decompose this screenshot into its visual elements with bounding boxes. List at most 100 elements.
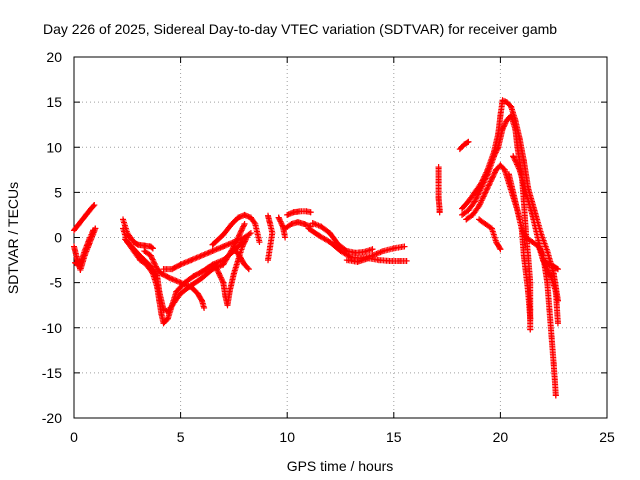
data-point	[501, 166, 508, 173]
series-track-r	[343, 255, 410, 265]
data-point	[465, 138, 472, 145]
series-track-h	[160, 229, 254, 273]
data-point	[493, 166, 500, 173]
data-point	[247, 229, 254, 236]
data-point	[380, 248, 387, 255]
data-point	[386, 257, 393, 264]
data-point	[198, 268, 205, 275]
data-point	[201, 304, 208, 311]
data-point	[209, 248, 216, 255]
data-point	[198, 297, 205, 304]
data-point	[239, 243, 246, 250]
data-point	[301, 220, 308, 227]
marker-trace	[476, 216, 504, 253]
marker-trace	[120, 225, 246, 327]
series-track-z	[510, 153, 561, 327]
data-point	[296, 208, 303, 215]
data-point	[209, 241, 216, 248]
data-point	[326, 239, 333, 246]
data-point	[435, 179, 442, 186]
series-track-n	[284, 208, 314, 218]
data-marks	[71, 97, 561, 399]
data-point	[166, 275, 173, 282]
data-point	[305, 225, 312, 232]
data-point	[520, 252, 527, 259]
data-point	[267, 243, 274, 250]
data-point	[497, 246, 504, 253]
x-tick-label: 20	[493, 429, 509, 445]
data-point	[497, 112, 504, 119]
data-point	[147, 263, 154, 270]
series-track-g	[141, 248, 208, 311]
y-tick-label: -10	[42, 320, 62, 336]
data-point	[375, 257, 382, 264]
data-point	[241, 220, 248, 227]
y-tick-label: -15	[42, 365, 62, 381]
data-point	[215, 270, 222, 277]
data-point	[164, 315, 171, 322]
data-point	[548, 275, 555, 282]
data-point	[476, 216, 483, 223]
data-point	[503, 99, 510, 106]
data-point	[177, 290, 184, 297]
y-tick-label: 20	[46, 49, 62, 65]
marker-trace	[510, 153, 561, 327]
data-point	[141, 257, 148, 264]
data-point	[436, 209, 443, 216]
series-track-i	[211, 234, 250, 309]
data-point	[134, 250, 141, 257]
data-point	[522, 234, 529, 241]
data-point	[512, 126, 519, 133]
data-point	[241, 211, 248, 218]
data-point	[224, 302, 231, 309]
data-point	[535, 243, 542, 250]
data-point	[154, 272, 161, 279]
data-point	[294, 219, 301, 226]
data-point	[499, 97, 506, 104]
data-point	[88, 205, 95, 212]
series-track-x	[476, 216, 504, 253]
data-point	[75, 261, 82, 268]
data-point	[220, 243, 227, 250]
series-track-a	[71, 202, 98, 234]
data-point	[522, 189, 529, 196]
data-point	[220, 261, 227, 268]
data-point	[476, 202, 483, 209]
data-point	[303, 208, 310, 215]
data-point	[508, 103, 515, 110]
data-point	[160, 320, 167, 327]
x-tick-label: 10	[279, 429, 295, 445]
data-point	[265, 257, 272, 264]
data-point	[354, 258, 361, 265]
data-point	[544, 266, 551, 273]
grid	[74, 57, 607, 418]
data-point	[288, 220, 295, 227]
data-point	[235, 214, 242, 221]
data-point	[171, 299, 178, 306]
data-point	[78, 257, 85, 264]
data-point	[316, 232, 323, 239]
data-point	[529, 211, 536, 218]
data-point	[282, 234, 289, 241]
data-point	[269, 229, 276, 236]
data-point	[154, 266, 161, 273]
data-point	[247, 214, 254, 221]
data-point	[282, 225, 289, 232]
data-point	[505, 171, 512, 178]
data-point	[493, 239, 500, 246]
x-tick-label: 25	[599, 429, 615, 445]
marker-trace	[305, 225, 408, 262]
data-point	[71, 227, 77, 234]
data-point	[177, 261, 184, 268]
data-point	[527, 315, 534, 322]
data-point	[459, 205, 466, 212]
data-point	[482, 189, 489, 196]
data-point	[318, 223, 325, 230]
data-point	[550, 360, 557, 367]
data-point	[525, 288, 532, 295]
data-point	[141, 248, 148, 255]
data-point	[122, 236, 129, 243]
data-point	[130, 239, 137, 246]
series-track-aa	[535, 243, 561, 273]
data-point	[256, 239, 263, 246]
